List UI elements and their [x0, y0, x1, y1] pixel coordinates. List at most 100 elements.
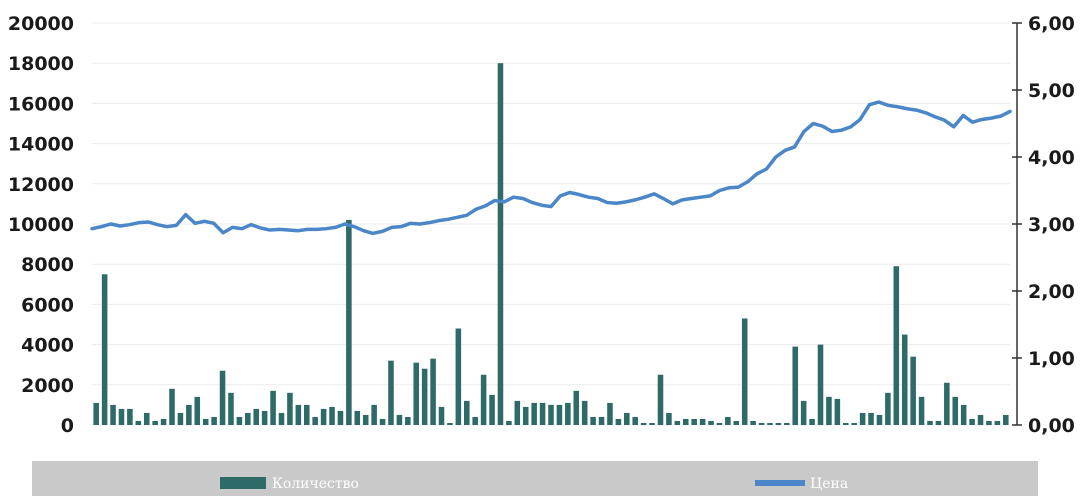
volume-bar [834, 398, 841, 425]
volume-bar [489, 394, 495, 425]
volume-bar [522, 406, 529, 425]
volume-bar [152, 420, 158, 425]
volume-bar [960, 404, 967, 425]
volume-bar [767, 422, 773, 425]
right-tick-label: 3,00 [1028, 214, 1075, 236]
volume-bar [447, 422, 453, 425]
volume-bar [666, 412, 672, 425]
volume-bar [910, 356, 916, 425]
left-tick-label: 6000 [21, 294, 74, 316]
volume-bar [127, 408, 133, 425]
volume-bar [194, 396, 201, 425]
left-tick-label: 10000 [8, 214, 74, 236]
volume-bar [632, 416, 638, 425]
volume-bar [219, 370, 226, 425]
volume-bar [438, 406, 445, 425]
grid-lines [92, 22, 1010, 426]
left-tick-label: 4000 [21, 335, 74, 357]
volume-bar [615, 418, 622, 425]
volume-bar [741, 318, 748, 425]
right-tick-label: 6,00 [1028, 13, 1075, 35]
volume-bar [901, 334, 908, 425]
legend-swatch-price [755, 480, 805, 486]
volume-bar [649, 422, 655, 425]
volume-bar [826, 396, 832, 425]
volume-bar [994, 420, 1001, 425]
volume-bar [758, 422, 765, 425]
volume-bar [405, 416, 411, 425]
volume-bar [270, 390, 276, 425]
volume-bar [253, 408, 260, 425]
legend: Количество Цена [32, 461, 1038, 496]
volume-bar [135, 420, 142, 425]
volume-bar [868, 412, 874, 425]
volume-bar [733, 420, 740, 425]
volume-bar [598, 416, 605, 425]
volume-bar [918, 396, 925, 425]
volume-bar [977, 414, 984, 425]
volume-bar [817, 344, 824, 425]
volume-bar [186, 404, 192, 425]
volume-bar [674, 420, 681, 425]
price-line-group [90, 100, 1012, 236]
volume-bar [228, 392, 234, 425]
volume-bar [935, 420, 942, 425]
volume-bar [354, 410, 361, 425]
volume-bar [110, 404, 116, 425]
left-tick-label: 14000 [8, 134, 74, 156]
volume-bar [455, 328, 462, 425]
left-tick-label: 12000 [8, 174, 74, 196]
volume-bar [876, 414, 883, 425]
volume-bar [986, 420, 992, 425]
right-tick-label: 1,00 [1028, 348, 1075, 370]
volume-bar [531, 402, 537, 425]
volume-bar [396, 414, 403, 425]
right-tick-label: 0,00 [1028, 415, 1075, 437]
volume-bar [118, 408, 125, 425]
volume-bars [93, 63, 1009, 425]
legend-swatch-volume [220, 477, 266, 489]
volume-bar [295, 404, 302, 425]
volume-bar [842, 422, 849, 425]
volume-bar [346, 219, 352, 425]
volume-bar [329, 406, 335, 425]
volume-bar [682, 418, 689, 425]
volume-bar [556, 404, 563, 425]
legend-label-price: Цена [810, 476, 848, 492]
volume-bar [800, 400, 807, 425]
volume-bar [261, 410, 268, 425]
volume-bar [885, 392, 891, 425]
left-tick-label: 18000 [8, 53, 74, 75]
volume-bar [952, 396, 959, 425]
volume-bar [480, 374, 487, 425]
volume-bar [160, 418, 167, 425]
left-tick-label: 20000 [8, 13, 74, 35]
volume-bar [362, 414, 369, 425]
volume-bar [624, 412, 630, 425]
volume-bar [607, 402, 613, 425]
volume-bar [859, 412, 866, 425]
right-axis: 0,00 1,00 2,00 3,00 4,00 5,00 6,00 [1012, 13, 1075, 437]
volume-bar [413, 362, 420, 425]
volume-bar [548, 404, 554, 425]
volume-bar [750, 420, 756, 425]
volume-bar [464, 400, 470, 425]
price-line [90, 100, 1012, 236]
volume-bar [312, 416, 318, 425]
volume-bar [514, 400, 521, 425]
volume-bar [169, 388, 175, 425]
volume-bar [287, 392, 293, 425]
left-tick-label: 8000 [21, 254, 74, 276]
volume-bar [421, 368, 428, 425]
right-tick-label: 5,00 [1028, 80, 1075, 102]
volume-bar [337, 410, 344, 425]
left-axis: 0 2000 4000 6000 8000 10000 12000 14000 16000 180… [8, 13, 74, 437]
legend-label-volume: Количество [272, 476, 359, 492]
volume-bar [708, 420, 714, 425]
volume-bar [1003, 414, 1009, 425]
volume-bar [371, 404, 377, 425]
volume-bar [506, 420, 512, 425]
volume-bar [725, 416, 731, 425]
volume-bar [143, 412, 150, 425]
